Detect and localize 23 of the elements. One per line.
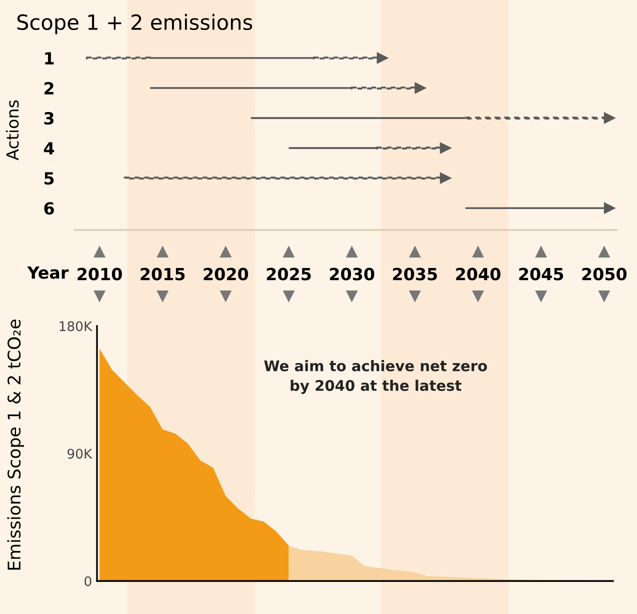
y-tick-label: 3 bbox=[44, 112, 54, 125]
x-tick-label: 2030 bbox=[330, 268, 374, 280]
x-tick-label: 2035 bbox=[393, 268, 437, 280]
x-tick-label: 2040 bbox=[456, 268, 500, 280]
y-tick-label: 1 bbox=[45, 52, 54, 64]
y-tick-label: 0 bbox=[84, 576, 92, 586]
y-axis-title: Actions bbox=[6, 100, 19, 160]
y-tick-label: 6 bbox=[44, 202, 54, 215]
x-tick-label: 2050 bbox=[582, 268, 627, 280]
y-axis-title: Emissions Scope 1 & 2 tCO₂e bbox=[7, 320, 24, 570]
y-tick-label: 180K bbox=[60, 321, 92, 332]
y-tick-label: 5 bbox=[44, 172, 54, 185]
y-tick-label: 4 bbox=[44, 142, 54, 154]
x-tick-label: 2025 bbox=[266, 268, 311, 280]
chart-title: Scope 1 + 2 emissions bbox=[17, 14, 252, 34]
y-tick-label: 2 bbox=[44, 82, 54, 94]
x-tick-label: 2020 bbox=[204, 268, 248, 280]
x-tick-label: 2015 bbox=[140, 268, 185, 280]
annotation: We aim to achieve net zero by 2040 at the latest bbox=[264, 360, 487, 394]
x-tick-label: 2010 bbox=[78, 268, 122, 280]
x-axis-title: Year bbox=[27, 266, 69, 279]
x-tick-label: 2045 bbox=[519, 268, 564, 280]
y-tick-label: 90K bbox=[68, 448, 92, 459]
